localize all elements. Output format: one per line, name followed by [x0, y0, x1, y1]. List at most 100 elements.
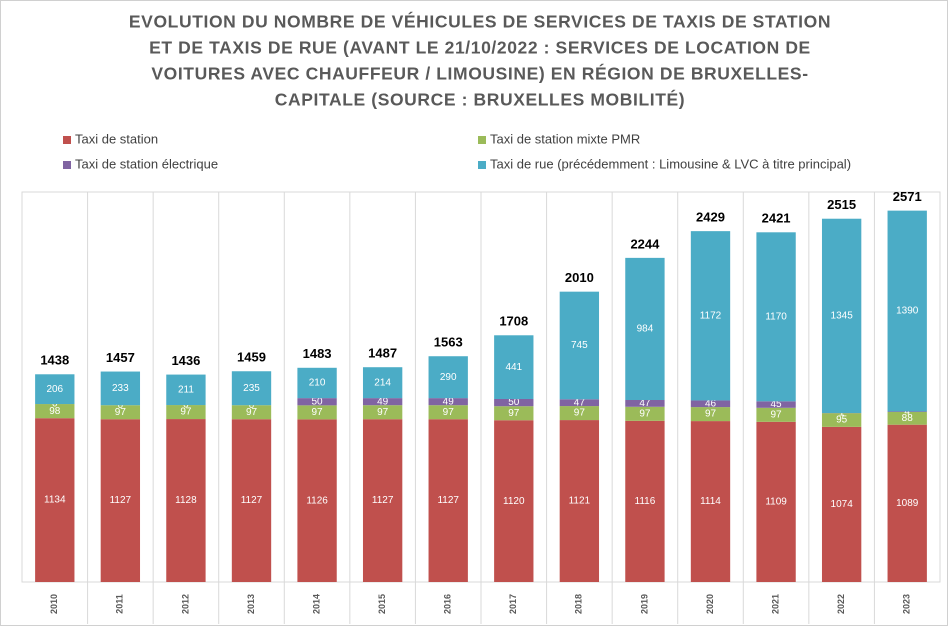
bar-segment — [756, 401, 796, 408]
total-label: 2515 — [827, 197, 856, 212]
value-label: 210 — [309, 378, 326, 389]
value-label: 50 — [508, 397, 520, 408]
chart-title: VOITURES AVEC CHAUFFEUR / LIMOUSINE) EN … — [151, 63, 808, 84]
legend-label: Taxi de station électrique — [75, 156, 218, 171]
total-label: 2429 — [696, 210, 725, 225]
x-tick-label: 2010 — [49, 594, 59, 614]
bar-segment — [625, 406, 665, 421]
legend-label: Taxi de station — [75, 131, 158, 146]
bar-segment — [756, 407, 796, 422]
total-label: 1436 — [171, 353, 200, 368]
legend-swatch — [63, 136, 71, 144]
value-label: 0 — [52, 399, 58, 410]
value-label: 0 — [249, 400, 255, 411]
bar-segment — [625, 400, 665, 407]
value-label: 1172 — [700, 310, 722, 321]
value-label: 97 — [705, 409, 717, 420]
bar-segment — [231, 419, 272, 582]
bar-segment — [625, 257, 665, 400]
bar-segment — [100, 371, 141, 406]
total-label: 1459 — [237, 350, 266, 365]
bar-segment — [35, 404, 75, 419]
bar-segment — [756, 232, 796, 402]
bar-segment — [100, 405, 141, 420]
bar-segment — [559, 420, 600, 582]
bar-segment — [362, 405, 403, 420]
total-label: 1563 — [434, 335, 463, 350]
value-label: 1127 — [372, 495, 394, 506]
bar-segment — [756, 421, 796, 582]
legend-label: Taxi de rue (précédemment : Limousine & … — [490, 156, 851, 171]
total-label: 1708 — [499, 314, 528, 329]
bar-segment — [494, 335, 534, 399]
bar-segment — [494, 398, 534, 407]
value-label: 235 — [243, 383, 260, 394]
value-label: 47 — [639, 398, 651, 409]
total-label: 2421 — [762, 211, 791, 226]
total-label: 1487 — [368, 346, 397, 361]
bar-segment — [297, 398, 337, 406]
x-tick-label: 2013 — [246, 594, 256, 614]
bar-segment — [166, 419, 206, 582]
value-label: 1128 — [175, 495, 197, 506]
x-tick-label: 2019 — [639, 594, 649, 614]
value-label: 1074 — [831, 499, 854, 510]
x-tick-label: 2015 — [377, 594, 387, 614]
value-label: 95 — [836, 415, 848, 426]
value-label: 97 — [574, 408, 586, 419]
value-label: 45 — [771, 399, 783, 410]
bar-segment — [625, 420, 665, 582]
bar-segment — [362, 367, 403, 399]
value-label: 47 — [574, 397, 586, 408]
value-label: 290 — [440, 372, 457, 383]
chart-title: ET DE TAXIS DE RUE (AVANT LE 21/10/2022 … — [149, 38, 811, 58]
x-tick-label: 2020 — [705, 594, 715, 614]
bar-segment — [231, 371, 272, 406]
value-label: 1 — [839, 408, 845, 419]
value-label: 49 — [377, 396, 389, 407]
value-label: 4 — [904, 406, 910, 417]
legend-swatch — [478, 136, 486, 144]
total-label: 2010 — [565, 270, 594, 285]
bar-segment — [362, 419, 403, 582]
bar-segment — [428, 419, 468, 582]
bar-segment — [494, 420, 534, 582]
bar-segment — [821, 413, 862, 427]
value-label: 1116 — [635, 496, 656, 507]
value-label: 98 — [49, 406, 61, 417]
bar-segment — [100, 419, 141, 582]
legend-swatch — [63, 161, 71, 169]
bar-segment — [297, 367, 337, 399]
value-label: 206 — [46, 384, 63, 395]
x-tick-label: 2017 — [508, 594, 518, 614]
value-label: 1121 — [569, 496, 591, 507]
bar-segment — [559, 406, 600, 421]
value-label: 50 — [312, 396, 324, 407]
legend-label: Taxi de station mixte PMR — [490, 131, 640, 146]
value-label: 984 — [637, 324, 654, 335]
value-label: 97 — [377, 407, 389, 418]
value-label: 1109 — [765, 497, 787, 508]
bar-segment — [821, 218, 862, 413]
x-tick-label: 2016 — [443, 594, 453, 614]
value-label: 1120 — [503, 496, 525, 507]
x-tick-label: 2011 — [115, 594, 125, 614]
value-label: 1127 — [437, 495, 459, 506]
bar-segment — [887, 424, 927, 582]
value-label: 97 — [312, 407, 324, 418]
bar-segment — [166, 405, 206, 420]
value-label: 97 — [246, 407, 258, 418]
bar-segment — [690, 407, 731, 422]
value-label: 1134 — [44, 495, 66, 506]
value-label: 97 — [443, 407, 455, 418]
value-label: 233 — [112, 383, 129, 394]
bar-segment — [35, 374, 75, 405]
x-tick-label: 2018 — [574, 594, 584, 614]
value-label: 1089 — [896, 498, 919, 509]
value-label: 1170 — [765, 311, 787, 322]
value-label: 46 — [705, 398, 717, 409]
value-label: 97 — [771, 409, 783, 420]
value-label: 1390 — [896, 306, 919, 317]
value-label: 1126 — [306, 495, 328, 506]
